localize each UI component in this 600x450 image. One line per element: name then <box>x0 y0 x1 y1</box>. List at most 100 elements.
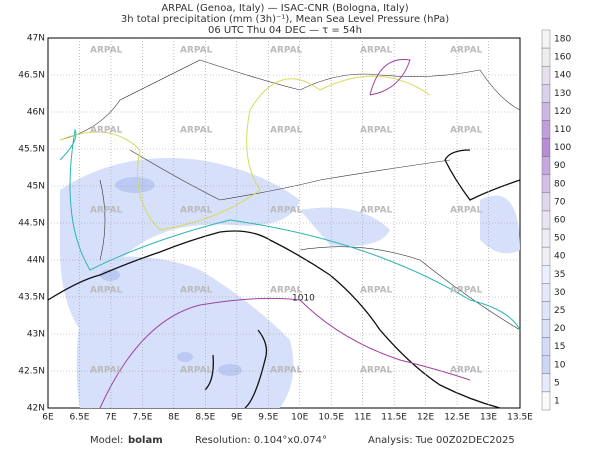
colorbar-swatch <box>541 47 551 67</box>
watermark: ARPAL <box>270 126 303 136</box>
colorbar-label: 30 <box>554 288 566 298</box>
lat-label: 44N <box>27 256 45 266</box>
colorbar-swatch <box>541 228 551 248</box>
watermark: ARPAL <box>270 286 303 296</box>
colorbar-label: 20 <box>554 324 566 334</box>
lon-label: 6E <box>42 413 54 423</box>
colorbar-swatch <box>541 156 551 175</box>
colorbar-swatch <box>541 319 551 338</box>
colorbar-label: 160 <box>554 53 571 63</box>
footer-resolution: Resolution: 0.104°x0.074° <box>195 435 327 446</box>
watermark: ARPAL <box>180 366 213 376</box>
lon-label: 6.5E <box>69 413 89 423</box>
colorbar-swatch <box>541 174 551 194</box>
colorbar-label: 100 <box>554 143 571 153</box>
colorbar-label: 10 <box>554 360 566 370</box>
colorbar-swatch <box>541 301 551 320</box>
lon-label: 9.5E <box>258 413 278 423</box>
lon-label: 7E <box>105 413 117 423</box>
colorbar-swatch <box>541 246 551 266</box>
lat-label: 46.5N <box>18 71 45 81</box>
lat-label: 44.5N <box>18 219 45 229</box>
lat-label: 43.5N <box>18 293 45 303</box>
map: 1010 ARPAL ARPAL ARPAL ARPAL ARPAL ARPAL ARPAL… <box>18 34 533 423</box>
isobar <box>59 128 521 331</box>
colorbar-swatch <box>541 337 551 356</box>
colorbar-swatch <box>541 65 551 85</box>
watermark: ARPAL <box>270 366 303 376</box>
header-line: 3h total precipitation (mm (3h)⁻¹), Mean… <box>121 14 449 25</box>
colorbar-swatch <box>541 29 551 49</box>
colorbar-swatch <box>541 283 551 302</box>
watermark: ARPAL <box>270 206 303 216</box>
watermark: ARPAL <box>450 206 483 216</box>
lon-label: 13E <box>480 413 497 423</box>
colorbar-label: 180 <box>554 35 571 45</box>
colorbar-label: 60 <box>554 216 566 226</box>
colorbar-swatch <box>541 120 551 139</box>
colorbar-swatch <box>541 102 551 121</box>
watermark: ARPAL <box>180 206 213 216</box>
isobar <box>59 75 431 231</box>
colorbar-label: 130 <box>554 89 571 99</box>
colorbar-label: 15 <box>554 342 565 352</box>
colorbar-label: 80 <box>554 179 566 189</box>
lat-label: 43N <box>27 330 45 340</box>
watermark: ARPAL <box>270 46 303 56</box>
colorbar-swatch <box>541 192 551 212</box>
watermark: ARPAL <box>180 286 213 296</box>
watermark: ARPAL <box>360 46 393 56</box>
colorbar-swatch <box>541 138 551 157</box>
colorbar-label: 1 <box>554 396 560 406</box>
watermark: ARPAL <box>90 206 123 216</box>
lon-label: 13.5E <box>507 413 533 423</box>
colorbar-label: 25 <box>554 306 565 316</box>
watermark: ARPAL <box>360 286 393 296</box>
lat-label: 46N <box>27 108 45 118</box>
contour-label: 1010 <box>292 294 315 304</box>
lon-label: 8.5E <box>195 413 215 423</box>
colorbar-swatch <box>541 373 551 393</box>
colorbar-label: 40 <box>554 252 566 262</box>
coastline <box>47 230 501 409</box>
footer-label: Model: <box>90 435 123 446</box>
lon-label: 7.5E <box>132 413 152 423</box>
watermark: ARPAL <box>360 206 393 216</box>
header-line: 06 UTC Thu 04 DEC — τ = 54h <box>208 25 362 36</box>
lon-label: 11E <box>354 413 371 423</box>
lon-label: 8E <box>168 413 180 423</box>
watermark: ARPAL <box>450 286 483 296</box>
coastline <box>444 149 521 201</box>
colorbar-swatch <box>541 265 551 284</box>
lat-label: 45.5N <box>18 145 45 155</box>
lat-label: 47N <box>27 34 45 44</box>
colorbar-swatch <box>541 84 551 103</box>
colorbar-label: 120 <box>554 107 571 117</box>
colorbar-label: 70 <box>554 197 566 207</box>
watermark: ARPAL <box>90 286 123 296</box>
watermark: ARPAL <box>360 126 393 136</box>
watermark: ARPAL <box>90 126 123 136</box>
coastline <box>204 329 268 409</box>
lon-label: 10E <box>291 413 308 423</box>
watermark: ARPAL <box>180 46 213 56</box>
isobar <box>369 58 411 96</box>
colorbar-swatch <box>541 210 551 230</box>
colorbar-label: 140 <box>554 71 571 81</box>
footer-model: bolam <box>128 435 163 446</box>
colorbar-label: 35 <box>554 270 565 280</box>
colorbar-label: 5 <box>554 378 560 388</box>
footer-analysis: Analysis: Tue 00Z02DEC2025 <box>368 435 515 446</box>
colorbar-swatch <box>541 391 551 411</box>
watermark: ARPAL <box>180 126 213 136</box>
lon-label: 12.5E <box>444 413 470 423</box>
lon-label: 12E <box>417 413 434 423</box>
colorbar-swatch <box>541 355 551 375</box>
colorbar-label: 50 <box>554 234 566 244</box>
lat-label: 45N <box>27 182 45 192</box>
colorbar-label: 90 <box>554 161 566 171</box>
header-line: ARPAL (Genoa, Italy) — ISAC-CNR (Bologna… <box>161 3 408 14</box>
lon-label: 9E <box>231 413 243 423</box>
watermark: ARPAL <box>360 366 393 376</box>
